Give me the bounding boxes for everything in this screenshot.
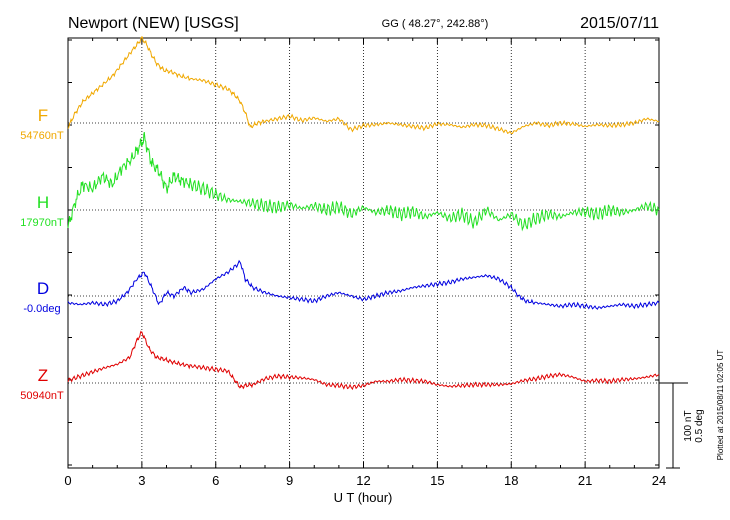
series-name-z: Z xyxy=(38,366,48,385)
x-tick-label-0: 0 xyxy=(64,473,71,488)
scale-label-deg: 0.5 deg xyxy=(694,409,705,442)
date-label: 2015/07/11 xyxy=(580,15,659,32)
x-tick-label-24: 24 xyxy=(652,473,666,488)
plot-frame xyxy=(67,37,660,469)
coordinates-label: GG ( 48.27°, 242.88°) xyxy=(382,18,489,30)
scale-label-nt: 100 nT xyxy=(683,410,694,441)
x-tick-label-3: 3 xyxy=(138,473,145,488)
x-axis-title: U T (hour) xyxy=(334,490,393,505)
x-tick-label-15: 15 xyxy=(430,473,444,488)
station-title: Newport (NEW) [USGS] xyxy=(68,15,239,32)
series-labels: F 54760nT H 17970nT D -0.0deg Z 50940nT xyxy=(20,106,64,402)
series-baseline-value-z: 50940nT xyxy=(20,390,64,402)
series-baseline-value-d: -0.0deg xyxy=(23,303,60,315)
plotted-note: Plotted at 2015/08/11 02:05 UT xyxy=(716,350,725,461)
series-baseline-value-f: 54760nT xyxy=(20,130,64,142)
x-tick-label-18: 18 xyxy=(504,473,518,488)
x-tick-label-12: 12 xyxy=(356,473,370,488)
series-line-z xyxy=(67,330,660,391)
series-name-d: D xyxy=(37,279,49,298)
x-tick-label-21: 21 xyxy=(578,473,592,488)
series-lines xyxy=(67,35,660,391)
series-line-f xyxy=(67,35,660,135)
x-axis: 0 3 6 9 12 15 18 21 24 xyxy=(64,38,666,488)
series-name-h: H xyxy=(37,193,49,212)
x-tick-label-9: 9 xyxy=(286,473,293,488)
series-name-f: F xyxy=(38,106,48,125)
series-line-d xyxy=(67,259,660,310)
series-baseline-value-h: 17970nT xyxy=(20,217,64,229)
x-tick-label-6: 6 xyxy=(212,473,219,488)
scale-bar: 100 nT 0.5 deg xyxy=(659,382,705,469)
grid xyxy=(141,38,586,468)
series-line-h xyxy=(67,131,660,232)
